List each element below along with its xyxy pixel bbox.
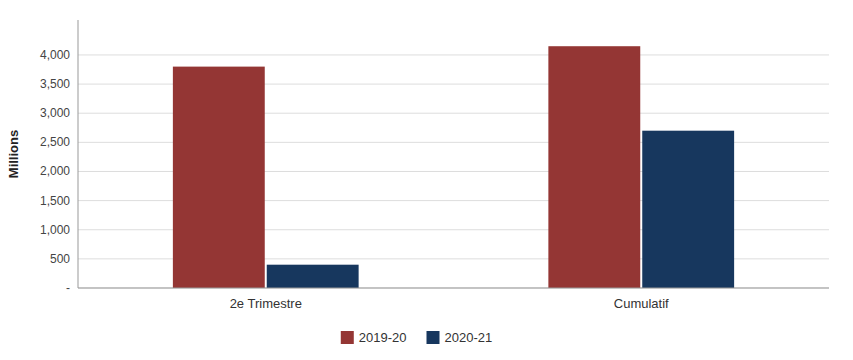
grid-line — [78, 54, 829, 55]
chart: - 500 1,000 1,500 2,000 2,500 3,000 3,500 4,000 M… — [0, 0, 853, 360]
y-tick-label: 3,000 — [40, 106, 70, 120]
y-axis: - 500 1,000 1,500 2,000 2,500 3,000 3,500 4,000 — [40, 48, 829, 295]
chart-container: - 500 1,000 1,500 2,000 2,500 3,000 3,500 4,000 M… — [0, 0, 853, 360]
x-axis: 2e Trimestre Cumulatif — [230, 296, 669, 311]
x-tick-label: 2e Trimestre — [230, 296, 302, 311]
legend-swatch — [341, 331, 354, 344]
y-axis-line — [78, 20, 79, 288]
bar — [267, 265, 359, 288]
y-tick-label: - — [66, 281, 70, 295]
legend: 2019-20 2020-21 — [341, 330, 492, 345]
legend-swatch — [427, 331, 440, 344]
y-tick-label: 2,500 — [40, 135, 70, 149]
y-tick-label: 4,000 — [40, 48, 70, 62]
grid-line — [78, 288, 829, 289]
y-tick-label: 500 — [50, 252, 70, 266]
y-tick-label: 1,000 — [40, 223, 70, 237]
y-tick-label: 2,000 — [40, 164, 70, 178]
x-axis-line — [78, 288, 829, 289]
bar — [173, 67, 265, 288]
bars — [173, 46, 734, 288]
bar — [642, 131, 734, 288]
x-tick-label: Cumulatif — [614, 296, 669, 311]
legend-label: 2019-20 — [359, 330, 407, 345]
y-tick-label: 3,500 — [40, 77, 70, 91]
legend-label: 2020-21 — [445, 330, 493, 345]
y-axis-label: Millions — [6, 130, 21, 178]
bar — [548, 46, 640, 288]
y-tick-label: 1,500 — [40, 194, 70, 208]
